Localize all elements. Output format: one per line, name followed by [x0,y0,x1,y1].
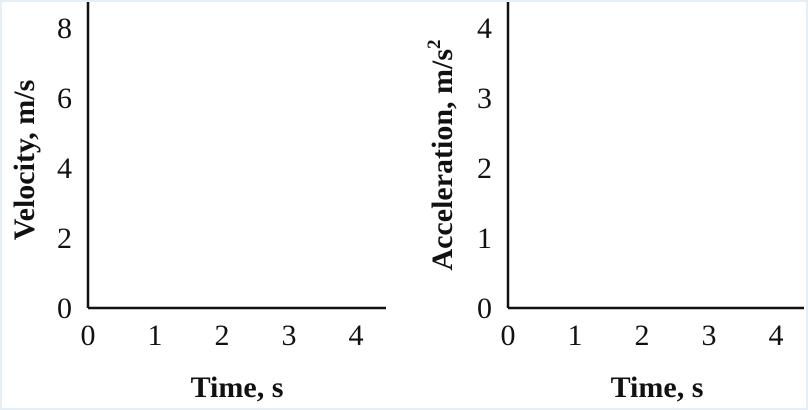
x-tick-label: 1 [568,319,583,352]
x-tick-label: 4 [349,319,364,352]
x-tick-label: 1 [148,319,163,352]
velocity-chart: 0 1 2 3 4 0 2 4 6 8 Time, s Velocity, m/… [8,2,386,404]
y-tick-label: 2 [477,152,492,185]
x-tick-label: 0 [81,319,96,352]
x-tick-label: 2 [635,319,650,352]
velocity-y-axis-title: Velocity, m/s [8,80,41,241]
y-tick-label: 2 [57,222,72,255]
x-tick-label: 0 [501,319,516,352]
velocity-y-tick-labels: 0 2 4 6 8 [57,12,72,325]
y-tick-label: 0 [57,292,72,325]
acceleration-x-tick-labels: 0 1 2 3 4 [501,319,784,352]
acceleration-y-axis-title-text: Acceleration, m/s [426,49,459,271]
velocity-x-axis-title: Time, s [191,371,284,404]
acceleration-x-axis-title: Time, s [611,371,704,404]
y-tick-label: 3 [477,82,492,115]
x-tick-label: 2 [215,319,230,352]
y-tick-label: 1 [477,222,492,255]
velocity-x-tick-labels: 0 1 2 3 4 [81,319,364,352]
acceleration-chart: 0 1 2 3 4 0 1 2 3 4 Time, s Acceleration… [424,2,804,404]
y-tick-label: 8 [57,12,72,45]
acceleration-y-axis-title-superscript: 2 [424,39,445,49]
y-tick-label: 4 [477,12,492,45]
x-tick-label: 3 [702,319,717,352]
acceleration-y-axis-title: Acceleration, m/s2 [424,39,459,270]
x-tick-label: 3 [282,319,297,352]
y-tick-label: 4 [57,152,72,185]
acceleration-y-tick-labels: 0 1 2 3 4 [477,12,492,325]
y-tick-label: 6 [57,82,72,115]
y-tick-label: 0 [477,292,492,325]
x-tick-label: 4 [769,319,784,352]
